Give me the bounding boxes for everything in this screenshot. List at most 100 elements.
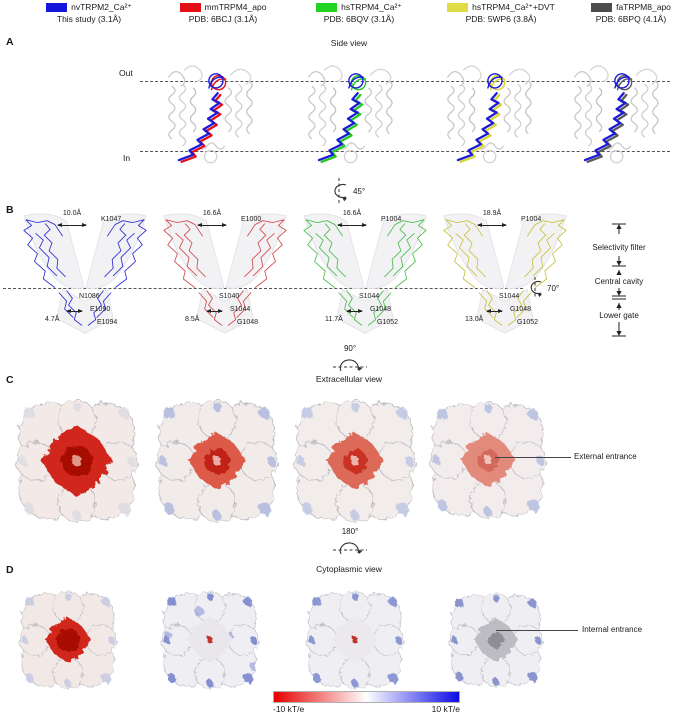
panel-a-title: Side view: [330, 38, 368, 48]
pore-top-residue: P1004: [521, 216, 542, 223]
gate-residue: S1040: [219, 293, 240, 300]
legend-label: nvTRPM2_Ca²⁺: [71, 2, 132, 12]
side-view-structure-nvtrpm2-vs-hstrpm4-dvt: [421, 50, 553, 176]
pore-structure-nvtrpm2: 10.0Å K1047 N1086 E1090 E1094 4.7Å: [12, 210, 158, 341]
legend-item-hstrpm4-dvt: hsTRPM4_Ca²⁺+DVT PDB: 5WP6 (3.8Å): [435, 2, 567, 25]
pore-top-distance: 10.0Å: [62, 210, 82, 217]
pore-region-brackets: Selectivity filter Central cavity Lower …: [592, 223, 646, 337]
extracellular-surface-nvtrpm2: [12, 396, 142, 526]
distance-arrow-icon: [337, 223, 367, 227]
legend-detail: PDB: 5WP6 (3.8Å): [465, 14, 537, 24]
cytoplasmic-surface-nvtrpm2: [16, 588, 120, 692]
pore-top-distance: 16.6Å: [202, 210, 222, 217]
legend-item-fatrpm8: faTRPM8_apo PDB: 6BPQ (4.1Å): [565, 2, 678, 25]
panel-b-label: B: [6, 204, 14, 216]
external-entrance-line: [495, 457, 571, 458]
rotation-45-label: 45°: [353, 186, 366, 196]
distance-arrow-icon: [197, 223, 227, 227]
legend-label: faTRPM8_apo: [616, 2, 671, 12]
distance-arrow-icon: [486, 309, 503, 313]
extracellular-surface-hstrpm4: [290, 396, 420, 526]
legend-detail: PDB: 6BPQ (4.1Å): [595, 14, 667, 24]
side-view-structure-nvtrpm2-vs-mmtrpm4: [142, 50, 274, 176]
internal-entrance-line: [496, 630, 578, 631]
gate-distance: 11.7Å: [325, 316, 343, 323]
pore-structure-hstrpm4: 16.6Å P1004 S1044 G1048 G1052 11.7Å: [292, 210, 438, 341]
distance-arrow-icon: [477, 223, 507, 227]
gate-distance: 8.5Å: [185, 316, 200, 323]
external-entrance-label: External entrance: [574, 452, 637, 461]
pore-structure-hstrpm4-dvt: 18.9Å P1004 S1044 G1048 G1052 13.0Å: [432, 210, 578, 341]
legend-label: hsTRPM4_Ca²⁺+DVT: [472, 2, 555, 12]
colorbar-min-label: -10 kT/e: [273, 704, 305, 714]
gate-residue: G1052: [377, 319, 399, 326]
gate-residue: S1044: [359, 293, 380, 300]
legend-item-nvtrpm2: nvTRPM2_Ca²⁺ This study (3.1Å): [23, 2, 155, 25]
cytoplasmic-surface-hstrpm4-dvt: [446, 590, 546, 690]
color-swatch-hstrpm4: [316, 3, 338, 12]
colorbar-gradient: [273, 691, 460, 703]
color-swatch-mmtrpm4: [179, 3, 201, 12]
pore-structure-mmtrpm4: 16.6Å E1000 S1040 S1044 G1048 8.5Å: [152, 210, 298, 341]
rotation-180-label: 180°: [341, 527, 359, 536]
rotation-180: 180°: [328, 527, 372, 557]
panel-d-label: D: [6, 564, 14, 576]
gate-residue: G1052: [517, 319, 539, 326]
extracellular-surface-hstrpm4-dvt: [426, 398, 550, 522]
legend-detail: This study (3.1Å): [56, 14, 122, 24]
pore-top-residue: E1000: [241, 216, 262, 223]
gate-distance: 4.7Å: [45, 316, 60, 323]
panel-c-label: C: [6, 374, 14, 386]
extracellular-surface-mmtrpm4: [152, 396, 282, 526]
gate-residue: N1086: [79, 293, 100, 300]
side-view-structure-nvtrpm2-vs-fatrpm8: [548, 50, 678, 176]
rotation-70: 70°: [526, 276, 559, 300]
legend-label: mmTRPM4_apo: [204, 2, 267, 12]
membrane-in-label: In: [123, 153, 131, 163]
gate-residue: S1044: [230, 306, 251, 313]
legend-detail: PDB: 6BCJ (3.1Å): [188, 14, 258, 24]
rotation-axis-icon: [333, 359, 367, 372]
gate-residue: S1044: [499, 293, 520, 300]
distance-arrow-icon: [346, 309, 363, 313]
panel-c-title: Extracellular view: [315, 374, 383, 384]
gate-residue: G1048: [510, 306, 532, 313]
legend-detail: PDB: 6BQV (3.1Å): [323, 14, 395, 24]
colorbar-max-label: 10 kT/e: [431, 704, 460, 714]
color-swatch-fatrpm8: [591, 3, 613, 12]
rotation-90: 90°: [328, 344, 372, 374]
gate-residue: G1048: [370, 306, 392, 313]
color-swatch-hstrpm4-dvt: [447, 3, 469, 12]
membrane-line-out: [140, 81, 670, 82]
gate-residue: E1094: [97, 319, 118, 326]
rotation-70-label: 70°: [547, 283, 560, 293]
panel-d-title: Cytoplasmic view: [316, 564, 382, 574]
pore-top-distance: 16.6Å: [342, 210, 362, 217]
rotation-axis-icon: [334, 178, 347, 204]
rotation-45: 45°: [328, 177, 365, 205]
legend-item-hstrpm4: hsTRPM4_Ca²⁺ PDB: 6BQV (3.1Å): [293, 2, 425, 25]
pore-section-line: [3, 288, 523, 289]
distance-arrow-icon: [206, 309, 223, 313]
color-swatch-nvtrpm2: [46, 3, 68, 12]
panel-a-label: A: [6, 36, 14, 48]
region-label-lower-gate: Lower gate: [599, 311, 639, 320]
membrane-line-in: [140, 151, 670, 152]
gate-residue: G1048: [237, 319, 259, 326]
rotation-90-label: 90°: [343, 344, 357, 353]
legend-label: hsTRPM4_Ca²⁺: [341, 2, 402, 12]
side-view-structure-nvtrpm2-vs-hstrpm4: [282, 50, 414, 176]
pore-top-residue: K1047: [101, 216, 122, 223]
gate-distance: 13.0Å: [465, 316, 484, 323]
distance-arrow-icon: [66, 309, 83, 313]
legend-item-mmtrpm4: mmTRPM4_apo PDB: 6BCJ (3.1Å): [157, 2, 289, 25]
distance-arrow-icon: [57, 223, 87, 227]
internal-entrance-label: Internal entrance: [582, 625, 643, 634]
pore-top-distance: 18.9Å: [482, 210, 502, 217]
rotation-axis-icon: [530, 277, 542, 299]
pore-top-residue: P1004: [381, 216, 402, 223]
region-label-selectivity-filter: Selectivity filter: [592, 243, 646, 252]
rotation-axis-icon: [333, 542, 367, 555]
electrostatic-colorbar: -10 kT/e 10 kT/e: [273, 691, 460, 714]
membrane-out-label: Out: [119, 68, 133, 78]
